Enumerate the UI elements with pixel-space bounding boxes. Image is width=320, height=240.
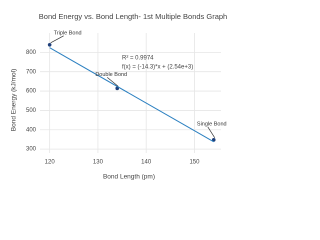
annotation: Single Bond <box>197 121 227 127</box>
annotation: Triple Bond <box>54 30 82 36</box>
annotation-arrow <box>207 126 216 139</box>
y-tick-label: 800 <box>26 50 37 56</box>
chart: Bond Energy vs. Bond Length- 1st Multipl… <box>11 12 228 181</box>
annotation: Double Bond <box>95 72 127 78</box>
annotation-arrow <box>107 77 119 87</box>
y-axis-label: Bond Energy (kJ/mol) <box>11 69 18 132</box>
x-tick-label: 150 <box>189 160 200 166</box>
x-tick-label: 130 <box>93 160 104 166</box>
fit-line <box>49 47 215 143</box>
annotation-arrow <box>50 35 64 44</box>
y-tick-label: 300 <box>26 147 37 153</box>
chart-title: Bond Energy vs. Bond Length- 1st Multipl… <box>39 12 227 21</box>
x-tick-label: 120 <box>45 160 56 166</box>
y-tick-label: 600 <box>26 89 37 95</box>
y-tick-label: 700 <box>26 69 37 75</box>
x-axis-label: Bond Length (pm) <box>103 174 155 181</box>
point <box>47 43 52 47</box>
annotation: f(x) = (-14.3)*x + (2.54e+3) <box>122 65 193 71</box>
annotation: R² = 0.9974 <box>122 56 154 62</box>
y-tick-label: 500 <box>26 108 37 114</box>
y-tick-label: 400 <box>26 127 37 133</box>
x-tick-label: 140 <box>141 160 152 166</box>
